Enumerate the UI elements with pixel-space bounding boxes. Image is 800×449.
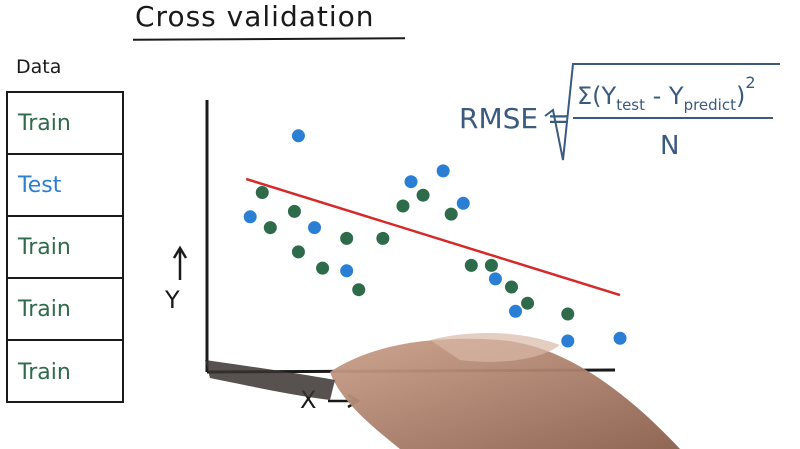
x-axis-label: X: [300, 386, 316, 414]
train-point-15: [521, 296, 535, 310]
formula-lhs: RMSE =: [459, 102, 570, 135]
train-point-13: [484, 258, 498, 272]
train-point-11: [444, 207, 458, 221]
train-point-6: [340, 231, 354, 245]
fit-line-group: [245, 177, 621, 297]
close-paren: ): [736, 82, 745, 110]
test-point-7: [456, 196, 470, 210]
sqrt-sign: [544, 63, 780, 161]
test-point-8: [488, 272, 502, 286]
y-axis-label: Y: [164, 286, 180, 314]
predict-subscript: predict: [684, 96, 737, 114]
fold-4: Train: [8, 279, 122, 341]
test-point-3: [308, 221, 322, 235]
train-point-14: [505, 280, 518, 294]
formula-denominator: N: [660, 131, 679, 161]
train-point-9: [396, 199, 410, 213]
scatter-plot: Y X: [164, 100, 627, 414]
title-underline: [132, 37, 406, 41]
x-axis: [206, 368, 616, 374]
exponent: 2: [745, 73, 755, 92]
data-label: Data: [16, 56, 62, 78]
test-point-1: [243, 210, 257, 224]
formula-numerator: Σ(Ytest - Ypredict)2: [577, 73, 756, 114]
y-arrow-icon: [172, 245, 188, 280]
rmse-formula: RMSE = Σ(Ytest - Ypredict)2 N: [459, 63, 780, 161]
data-points-group: [243, 129, 627, 348]
regression-line: [245, 177, 621, 297]
train-point-2: [263, 221, 277, 235]
data-folds-table: Train Test Train Train Train: [6, 91, 124, 403]
fold-1: Train: [8, 93, 122, 155]
train-point-8: [376, 231, 390, 245]
train-point-4: [291, 245, 305, 259]
test-subscript: test: [616, 96, 645, 114]
test-point-4: [340, 264, 354, 278]
test-point-9: [509, 304, 523, 318]
test-point-2: [291, 129, 305, 143]
test-point-6: [436, 164, 450, 178]
title: Cross validation: [135, 0, 375, 33]
train-point-5: [316, 261, 330, 275]
numerator-open: Σ(Y: [577, 82, 617, 110]
train-point-3: [287, 204, 301, 218]
fold-2: Test: [8, 155, 122, 217]
train-point-7: [352, 283, 366, 297]
train-point-1: [255, 186, 269, 199]
train-point-12: [464, 258, 478, 272]
minus-sign: - Y: [645, 82, 684, 110]
fold-5: Train: [18, 359, 71, 385]
train-point-16: [561, 307, 575, 321]
train-point-10: [416, 188, 430, 202]
test-point-11: [613, 331, 627, 345]
test-point-10: [561, 334, 575, 348]
test-point-5: [404, 175, 418, 189]
x-arrow-icon: [328, 393, 361, 409]
fold-3: Train: [8, 217, 122, 279]
